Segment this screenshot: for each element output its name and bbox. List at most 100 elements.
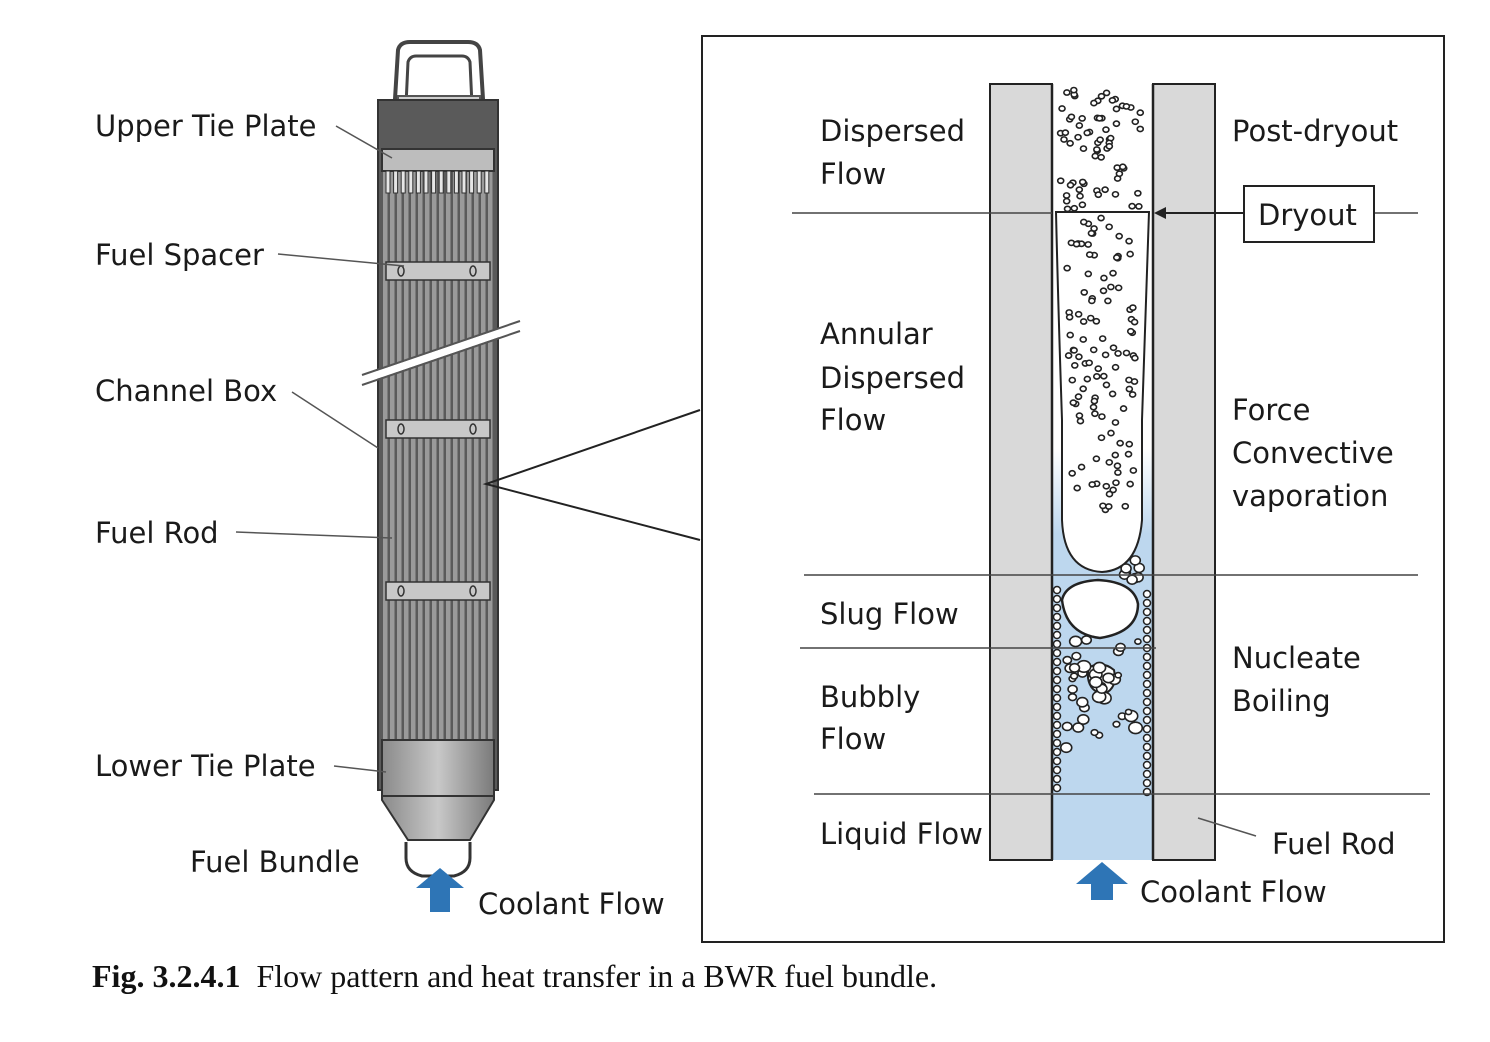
droplet bbox=[1070, 346, 1078, 354]
bubble bbox=[1071, 651, 1082, 661]
fuel-rod-line bbox=[425, 171, 430, 740]
wall-bubble bbox=[1142, 697, 1152, 707]
droplet bbox=[1094, 365, 1103, 373]
droplet bbox=[1128, 202, 1136, 210]
droplet bbox=[1068, 376, 1077, 384]
tie-plate-tooth bbox=[469, 170, 475, 194]
bubble bbox=[1092, 661, 1107, 674]
droplet bbox=[1090, 397, 1099, 405]
fuel-rod-left bbox=[989, 83, 1053, 861]
tie-plate-tooth bbox=[400, 170, 406, 194]
droplet bbox=[1063, 205, 1072, 213]
leader-upper-tie bbox=[335, 125, 393, 159]
droplet bbox=[1066, 181, 1075, 189]
droplet bbox=[1086, 314, 1095, 322]
droplet bbox=[1115, 232, 1123, 240]
label-annular-2: Dispersed bbox=[820, 361, 965, 395]
droplet bbox=[1109, 269, 1117, 277]
droplet bbox=[1112, 479, 1120, 487]
droplet bbox=[1066, 139, 1074, 147]
droplet bbox=[1112, 105, 1121, 113]
droplet bbox=[1102, 482, 1111, 490]
droplet bbox=[1072, 240, 1081, 248]
fuel-rod-line bbox=[404, 171, 409, 740]
droplet bbox=[1089, 346, 1098, 354]
wall-bubble bbox=[1142, 706, 1152, 716]
droplet bbox=[1111, 419, 1120, 426]
droplet bbox=[1100, 274, 1108, 282]
droplet bbox=[1064, 352, 1073, 359]
bubble bbox=[1088, 676, 1103, 689]
droplet bbox=[1112, 120, 1121, 128]
droplet bbox=[1115, 170, 1124, 178]
tie-plate-tooth bbox=[438, 170, 444, 194]
fuel-rod-line bbox=[488, 171, 493, 740]
label-coolant-flow-left: Coolant Flow bbox=[478, 887, 665, 921]
droplet bbox=[1091, 410, 1099, 418]
droplet bbox=[1060, 136, 1068, 143]
droplet bbox=[1092, 317, 1101, 325]
bwr-figure: Upper Tie Plate Fuel Spacer Channel Box … bbox=[95, 35, 1445, 943]
wall-bubble bbox=[1142, 598, 1152, 608]
droplet bbox=[1076, 192, 1084, 200]
bubble bbox=[1134, 638, 1142, 645]
tie-plate-tooth bbox=[461, 170, 467, 194]
droplet bbox=[1105, 458, 1114, 466]
droplet bbox=[1130, 318, 1139, 326]
dryout-arrow-head-icon bbox=[1154, 207, 1166, 219]
zoom-connector bbox=[482, 409, 701, 541]
spacer-hole bbox=[397, 585, 405, 597]
droplet bbox=[1074, 393, 1083, 401]
label-post-dryout: Post-dryout bbox=[1232, 114, 1398, 148]
droplet bbox=[1093, 146, 1101, 153]
wall-bubble bbox=[1052, 747, 1062, 757]
wall-bubble bbox=[1142, 679, 1152, 689]
leader-fuel-rod-right bbox=[1197, 817, 1257, 837]
tie-plate-tooth bbox=[453, 170, 459, 194]
label-dispersed-2: Flow bbox=[820, 157, 886, 191]
tie-plate-tooth bbox=[431, 170, 437, 194]
fuel-bundle-drawing: Upper Tie Plate Fuel Spacer Channel Box … bbox=[95, 40, 665, 921]
droplet bbox=[1113, 462, 1122, 470]
droplet bbox=[1075, 186, 1084, 194]
label-forced-3: vaporation bbox=[1232, 479, 1388, 513]
wall-bubble bbox=[1052, 639, 1062, 649]
droplet bbox=[1136, 125, 1145, 133]
label-fuel-bundle: Fuel Bundle bbox=[190, 845, 360, 879]
droplet bbox=[1125, 385, 1134, 393]
droplet bbox=[1105, 142, 1114, 150]
droplet bbox=[1116, 439, 1124, 447]
figure-caption: Fig. 3.2.4.1 Flow pattern and heat trans… bbox=[92, 958, 937, 995]
droplet bbox=[1126, 480, 1134, 488]
bubble bbox=[1120, 563, 1132, 574]
droplet bbox=[1087, 229, 1096, 237]
label-annular-3: Flow bbox=[820, 403, 886, 437]
break-gap bbox=[362, 322, 520, 384]
droplets bbox=[1052, 86, 1152, 797]
label-slug: Slug Flow bbox=[820, 597, 959, 631]
wall-bubble bbox=[1142, 652, 1152, 662]
fuel-rod-line bbox=[467, 171, 472, 740]
label-forced-1: Force bbox=[1232, 393, 1310, 427]
droplet bbox=[1099, 287, 1108, 295]
droplet bbox=[1085, 251, 1094, 259]
wall-bubble bbox=[1142, 769, 1152, 779]
droplet bbox=[1111, 190, 1120, 198]
droplet bbox=[1108, 96, 1117, 104]
droplet bbox=[1058, 105, 1066, 112]
droplet bbox=[1079, 145, 1088, 152]
droplet bbox=[1126, 327, 1135, 335]
droplet bbox=[1073, 484, 1081, 492]
wall-bubble bbox=[1142, 733, 1152, 743]
droplet bbox=[1079, 385, 1087, 393]
droplet bbox=[1097, 214, 1105, 222]
label-fuel-rod: Fuel Rod bbox=[95, 516, 219, 550]
droplet bbox=[1128, 391, 1137, 398]
tie-plate-tooth bbox=[446, 170, 452, 194]
fuel-rod-line bbox=[411, 171, 416, 740]
droplet bbox=[1104, 503, 1113, 510]
bubble bbox=[1059, 742, 1073, 754]
droplet bbox=[1108, 390, 1117, 398]
droplet bbox=[1129, 304, 1137, 312]
droplet bbox=[1078, 115, 1086, 122]
